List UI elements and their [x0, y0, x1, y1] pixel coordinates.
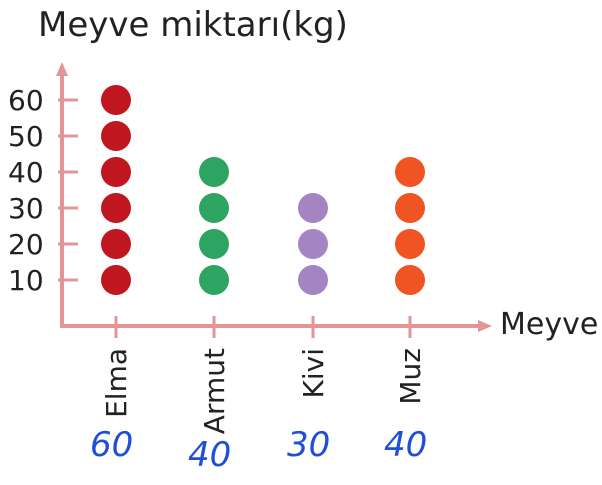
y-axis-arrow	[56, 62, 68, 76]
data-dot-muz	[395, 157, 425, 187]
y-tick-label: 10	[8, 264, 44, 297]
data-dot-elma	[101, 157, 131, 187]
data-dot-armut	[199, 229, 229, 259]
handwritten-answer-muz: 40	[384, 425, 427, 465]
category-labels: Elma Armut Kivi Muz	[100, 348, 427, 434]
category-label-muz: Muz	[394, 348, 427, 405]
data-dot-muz	[395, 265, 425, 295]
data-dot-armut	[199, 265, 229, 295]
data-dot-armut	[199, 193, 229, 223]
x-axis-arrow	[478, 320, 492, 332]
category-label-elma: Elma	[100, 348, 133, 418]
data-dot-elma	[101, 229, 131, 259]
category-label-armut: Armut	[198, 348, 231, 434]
data-dot-elma	[101, 193, 131, 223]
data-dot-elma	[101, 85, 131, 115]
y-tick-label: 60	[8, 84, 44, 117]
category-label-kivi: Kivi	[297, 348, 330, 399]
y-tick-label: 20	[8, 228, 44, 261]
y-tick-label: 30	[8, 192, 44, 225]
data-dot-armut	[199, 157, 229, 187]
handwritten-answer-elma: 60	[90, 425, 133, 465]
data-dot-elma	[101, 121, 131, 151]
data-dot-muz	[395, 229, 425, 259]
handwritten-answer-kivi: 30	[287, 425, 330, 465]
chart-title: Meyve miktarı(kg)	[38, 5, 348, 45]
x-axis-label: Meyve	[500, 307, 598, 342]
data-dot-kivi	[298, 193, 328, 223]
handwritten-answers: 60 40 30 40	[90, 425, 427, 475]
data-dot-muz	[395, 193, 425, 223]
y-tick-label: 40	[8, 156, 44, 189]
y-tick-label: 50	[8, 120, 44, 153]
data-dot-kivi	[298, 265, 328, 295]
data-dots	[101, 85, 425, 295]
data-dot-elma	[101, 265, 131, 295]
x-ticks	[114, 316, 412, 338]
handwritten-answer-armut: 40	[188, 435, 231, 475]
data-dot-kivi	[298, 229, 328, 259]
